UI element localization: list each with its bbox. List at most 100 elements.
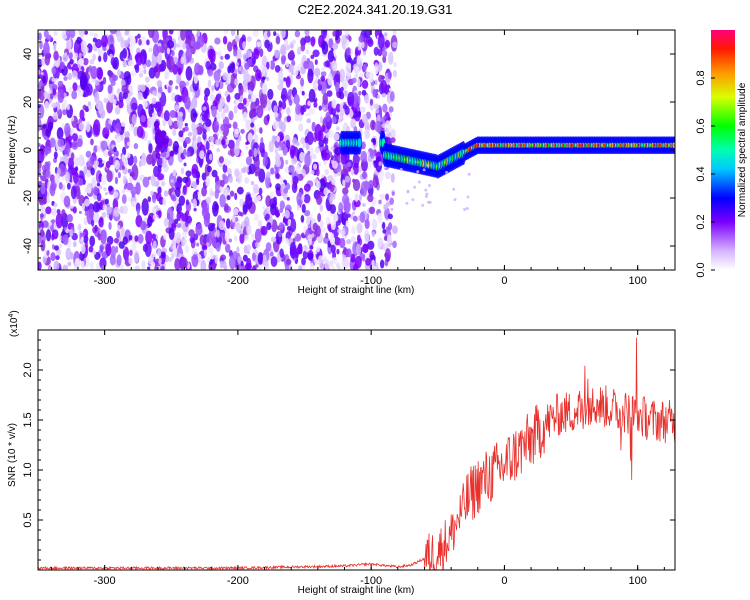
spectrogram-cell [119,206,124,214]
spectrogram-cell [158,257,162,265]
spectrogram-cell [363,63,367,72]
spectrogram-cell [106,99,113,114]
x-tick-label: 100 [629,575,647,587]
spectrogram-cell [206,165,212,173]
spectrogram-cell [146,59,152,68]
spectrogram-cell [463,207,467,211]
spectrogram-cell [383,32,388,37]
spectrogram-cell [290,218,297,233]
spectrogram-cell [53,260,60,270]
spectrogram-cell [49,137,56,148]
spectrogram-cell [318,139,325,147]
spectrogram-cell [311,233,315,238]
spectrogram-cell [182,185,187,195]
spectrogram-cell [113,146,117,153]
spectrogram-cell [82,57,89,66]
spectrogram-cell [387,213,393,220]
spectrogram-cell [217,102,223,113]
spectrogram-cell [163,190,169,197]
spectrogram-y-label: Frequency (Hz) [7,116,18,185]
spectrogram-cell [153,65,159,73]
spectrogram-cell [389,197,395,205]
spectrogram-cell [61,198,65,203]
spectrogram-cell [39,205,45,213]
spectrogram-cell [373,46,379,56]
spectrogram-cell [114,176,119,185]
spectrogram-cell [231,215,236,223]
spectrogram-cell [321,124,326,133]
spectrogram-cell [357,42,362,51]
spectrogram-cell [308,108,315,115]
spectrogram-cell [160,180,166,187]
spectrogram-cell [388,106,394,113]
spectrogram-cell [239,229,243,235]
spectrogram-cell [364,128,370,140]
spectrogram-cell [200,259,207,270]
spectrogram-cell [330,106,337,116]
spectrogram-cell [274,49,280,59]
spectrogram-cell [299,151,305,162]
spectrogram-cell [89,59,94,65]
spectrogram-cell [383,235,388,241]
spectrogram-cell [382,103,388,113]
spectrogram-cell [199,159,203,168]
spectrogram-cell [252,240,258,250]
x-tick-label: 100 [629,275,647,287]
spectrogram-cell [183,149,187,156]
spectrogram-cell [354,110,361,118]
spectrogram-cell [51,102,57,109]
spectrogram-cell [331,266,336,270]
spectrogram-cell [58,127,62,131]
spectrogram-cell [350,118,356,129]
spectrogram-cell [325,60,331,68]
spectrogram-cell [100,140,108,151]
spectrogram-cell [68,52,73,60]
spectrogram-cell [184,245,190,254]
spectrogram-cell [278,100,283,108]
spectrogram-cell [55,212,63,229]
spectrogram-cell [224,138,230,145]
spectrogram-cell [346,213,351,218]
spectrogram-cell [191,254,199,268]
spectrogram-cell [275,183,281,191]
spectrogram-cell [99,50,105,56]
spectrogram-cell [332,42,339,50]
spectrogram-cell [251,56,256,65]
spectrogram-cell [178,243,182,249]
spectrogram-cell [369,149,376,159]
spectrogram-cell [317,213,322,223]
spectrogram-cell [365,111,371,120]
spectrogram-cell [122,60,127,68]
spectrogram-cell [147,30,155,39]
spectrogram-cell [45,169,51,179]
spectrogram-cell [151,233,156,240]
spectrogram-cell [137,33,141,39]
spectrogram-cell [201,113,208,122]
spectrogram-cell [136,125,144,138]
spectrogram-cell [286,106,291,116]
spectrogram-cell [66,214,73,223]
spectrogram-cell [298,123,304,132]
spectrogram-cell [338,30,342,36]
spectrogram-cell [305,216,311,226]
spectrogram-cell [310,36,316,47]
spectrogram-cell [377,47,383,57]
spectrogram-cell [124,131,131,138]
spectrogram-cell [341,194,350,205]
spectrogram-cell [207,69,214,77]
spectrogram-cell [103,52,108,63]
spectrogram-cell [307,100,312,107]
spectrogram-cell [256,41,262,48]
spectrogram-cell [405,201,409,205]
spectrogram-cell [250,233,255,241]
spectrogram-cell [335,126,340,131]
spectrogram-cell [45,206,52,215]
spectrogram-cell [44,53,51,66]
spectrogram-cell [348,35,352,42]
spectrogram-cell [178,130,184,138]
spectrogram-cell [424,195,428,199]
spectrogram-cell [283,188,289,194]
spectrogram-cell [377,212,383,224]
spectrogram-cell [345,220,350,227]
spectrogram-cell [168,80,173,86]
